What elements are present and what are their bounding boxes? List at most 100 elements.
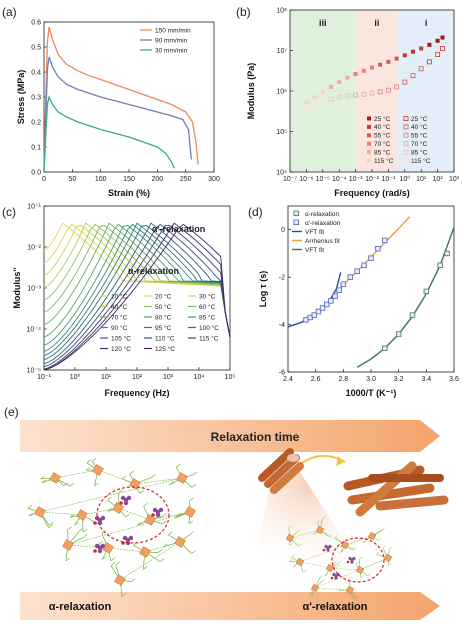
x-axis-label-c: Frequency (Hz)	[104, 388, 169, 398]
legend-swatch-loss-b	[403, 158, 409, 163]
y-tick-label-a: 0.0	[31, 170, 41, 177]
chain-branch	[388, 563, 392, 566]
chain-connector	[299, 535, 373, 563]
y-axis-label-c: Modulus''	[12, 267, 22, 308]
hard-block	[285, 533, 295, 543]
chain-branch	[191, 550, 196, 554]
chain-branch	[159, 558, 165, 562]
panel-b: (b) iii ii i 10⁻⁷ 10⁻⁶ 10⁻⁵ 10⁻⁴ 10⁻³ 10⁻² 10⁻¹ 1…	[236, 5, 460, 198]
chain-branch	[118, 489, 124, 494]
x-tick-label-b: 10³	[449, 176, 460, 183]
chain-branch	[311, 594, 315, 598]
y-axis-label-b: Modulus (Pa)	[246, 63, 256, 120]
legend-label-c: 105 °C	[111, 334, 131, 342]
data-point-d-0	[423, 288, 430, 295]
chain-branch	[151, 474, 156, 478]
chain-branch	[340, 550, 344, 553]
chain-branch	[348, 577, 352, 580]
chain-connector	[144, 541, 181, 553]
storage-point-b	[411, 49, 415, 54]
data-point-d-0	[409, 312, 416, 318]
x-tick-label-d: 3.0	[366, 376, 376, 383]
chain-connector	[314, 587, 351, 591]
crosslink-node	[352, 556, 356, 561]
dynamic-bond	[151, 513, 155, 517]
axis-ticks-d: 2.4 2.6 2.8 3.0 3.2 3.4 3.6 -6 -4 -2 0	[279, 227, 459, 383]
alpha-prime-relaxation-label: α'-relaxation	[302, 601, 367, 613]
crosslink-node	[97, 548, 103, 554]
data-point-d-1	[319, 305, 326, 311]
crosslink-node	[122, 535, 128, 541]
chain-branch	[143, 502, 148, 507]
chain-branch	[189, 531, 194, 535]
chain-branch	[288, 525, 292, 529]
storage-point-b	[427, 42, 432, 47]
crosslink-node	[158, 507, 164, 513]
data-point-d-0	[395, 331, 402, 337]
x-tick-label-a: 100	[95, 176, 107, 183]
highlight-circle-right	[331, 537, 385, 583]
temperature-curve-c-10	[43, 222, 231, 357]
storage-point-b	[394, 56, 399, 61]
chain-branch	[41, 479, 47, 484]
y-tick-label-d: -2	[279, 275, 285, 282]
x-tick-label-d: 3.4	[421, 376, 431, 383]
crosslink-node	[348, 556, 352, 561]
chain-connector	[119, 541, 181, 581]
x-tick-label-d: 3.2	[394, 376, 404, 383]
data-point-d-1	[361, 262, 367, 269]
chain-branch	[353, 547, 357, 551]
crosslink-node	[126, 495, 132, 501]
storage-point-b	[329, 84, 333, 89]
hard-block	[325, 563, 335, 573]
legend-label-c: 115 °C	[199, 334, 219, 342]
chain-branch	[28, 512, 34, 517]
chain-branch	[360, 575, 364, 578]
chain-branch	[139, 490, 144, 494]
legend-label-a: 150 mm/min	[155, 28, 191, 35]
chain-connector	[67, 511, 191, 546]
chain-branch	[382, 545, 386, 548]
x-tick-label-c: 10⁴	[194, 374, 205, 381]
x-tick-label-b: 10⁻³	[349, 176, 363, 183]
legend-label-loss-b: 85 °C	[411, 148, 428, 156]
legend-label-storage-b: 25 °C	[374, 115, 391, 123]
legend-swatch-d	[293, 210, 300, 217]
data-point-d-1	[315, 308, 322, 315]
chain-branch	[356, 596, 360, 599]
crosslink-node	[128, 535, 134, 541]
legend-label-c: 110 °C	[155, 334, 175, 342]
crosslink-node	[332, 572, 336, 577]
chain-branch	[297, 529, 301, 532]
chain-branch	[129, 470, 134, 475]
chain-branch	[351, 546, 355, 550]
x-tick-label-b: 10⁻⁶	[299, 176, 313, 183]
hard-block	[355, 565, 365, 575]
chain-branch	[289, 559, 293, 562]
chain-branch	[380, 529, 384, 532]
storage-point-b	[337, 80, 342, 85]
legend-swatch-loss-b	[403, 141, 409, 147]
network-right	[285, 516, 393, 600]
hard-block	[367, 531, 377, 541]
chain-connector	[97, 469, 136, 485]
hard-block	[49, 472, 61, 484]
legend-label-c: 30 °C	[199, 292, 216, 300]
annotation-alpha: α-relaxation	[128, 266, 179, 276]
legend-label-d: α-relaxation	[305, 211, 339, 218]
legend-label-c: 100 °C	[199, 324, 219, 332]
data-point-d-1	[328, 298, 334, 304]
loss-point-b	[426, 59, 432, 65]
y-tick-label-c: 10⁻⁴	[27, 327, 42, 334]
y-tick-label-a: 0.4	[31, 70, 41, 77]
legend-label-c: 95 °C	[155, 324, 172, 332]
chain-branch	[162, 520, 167, 525]
hard-block	[112, 502, 124, 514]
x-tick-label-b: 10⁻²	[365, 176, 379, 183]
data-points-b	[303, 35, 445, 112]
y-tick-label-d: -6	[279, 370, 285, 377]
chain-connector	[329, 567, 361, 571]
dynamic-bond	[322, 548, 326, 552]
legend-label-loss-b: 115 °C	[411, 157, 431, 165]
